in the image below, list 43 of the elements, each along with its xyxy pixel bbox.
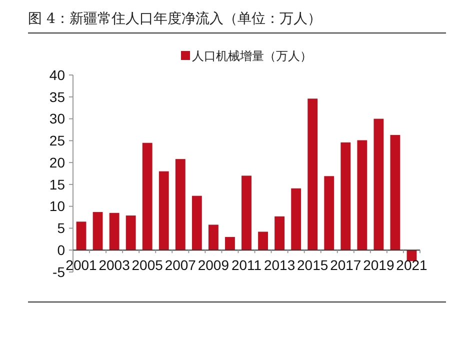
y-tick-label: 15 xyxy=(49,176,66,192)
bar xyxy=(340,142,351,250)
y-tick-label: 35 xyxy=(49,88,66,105)
y-tick-label: 30 xyxy=(49,110,66,127)
y-tick-label: 25 xyxy=(49,132,66,149)
bar xyxy=(324,176,334,250)
bar xyxy=(158,171,169,250)
y-tick-label: 40 xyxy=(49,66,66,83)
bar xyxy=(242,176,252,250)
bar xyxy=(142,142,152,250)
bar xyxy=(390,134,400,250)
x-tick-label: 2005 xyxy=(132,257,164,274)
bar xyxy=(92,212,103,250)
bar xyxy=(308,98,318,250)
x-tick-label: 2013 xyxy=(264,257,296,274)
chart-title: 图 4：新疆常住人口年度净流入（单位：万人） xyxy=(28,11,322,27)
x-tick-label: 2003 xyxy=(98,257,130,274)
x-tick-label: 2015 xyxy=(297,257,328,274)
bar xyxy=(76,222,86,250)
bar xyxy=(126,216,136,250)
bar xyxy=(225,236,235,250)
x-tick-label: 2017 xyxy=(330,257,362,274)
bar xyxy=(291,188,302,250)
y-tick-label: -5 xyxy=(52,264,66,280)
legend-label: 人口机械增量（万人） xyxy=(192,49,312,63)
bar xyxy=(208,224,218,250)
x-tick-label: 2007 xyxy=(164,257,196,274)
x-tick-label: 2009 xyxy=(198,257,230,274)
y-tick-label: 10 xyxy=(49,198,66,214)
bar xyxy=(374,118,384,250)
x-tick-label: 2019 xyxy=(363,257,394,274)
bar xyxy=(274,216,285,250)
x-tick-label: 2021 xyxy=(396,257,428,274)
bar xyxy=(109,212,120,250)
bar xyxy=(258,232,268,250)
y-tick-label: 5 xyxy=(57,220,66,236)
bar xyxy=(192,196,202,250)
y-tick-label: 0 xyxy=(57,242,66,258)
x-tick-label: 2001 xyxy=(66,257,98,274)
y-tick-label: 20 xyxy=(49,154,66,170)
bar xyxy=(175,159,186,250)
bar xyxy=(357,140,368,250)
x-tick-label: 2011 xyxy=(231,257,262,274)
